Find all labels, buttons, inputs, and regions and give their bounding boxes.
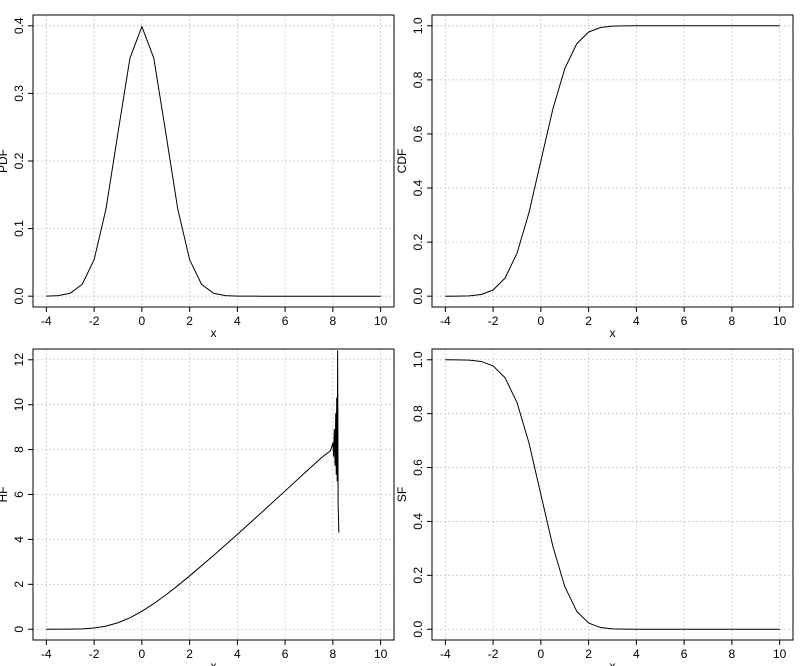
pdf-x-axis: -4 -2 0 2 4 6 8 10 — [41, 307, 388, 328]
hf-y-tick-label: 2 — [12, 581, 26, 588]
sf-y-tick-label: 0.8 — [411, 405, 425, 422]
pdf-y-tick-label: 0.2 — [12, 152, 26, 169]
hf-y-tick-label: 12 — [12, 353, 26, 367]
hf-x-tick-label: -2 — [89, 647, 100, 661]
hf-x-axis-title: x — [211, 659, 217, 666]
cdf-y-tick-label: 0.6 — [411, 125, 425, 142]
hf-y-tick-label: 0 — [12, 626, 26, 633]
cdf-x-tick-label: 0 — [538, 314, 545, 328]
pdf-curve — [46, 26, 381, 297]
sf-x-axis: -4 -2 0 2 4 6 8 10 — [440, 640, 787, 661]
pdf-y-tick-label: 0.4 — [12, 17, 26, 34]
cdf-y-axis: 0.0 0.2 0.4 0.6 0.8 1.0 — [411, 17, 432, 305]
hf-x-tick-label: 2 — [186, 647, 193, 661]
cdf-x-tick-label: 2 — [585, 314, 592, 328]
cdf-x-tick-label: 8 — [729, 314, 736, 328]
sf-x-tick-label: 0 — [538, 647, 545, 661]
cdf-x-tick-label: -4 — [440, 314, 451, 328]
sf-y-tick-label: 1.0 — [411, 351, 425, 368]
cdf-x-axis: -4 -2 0 2 4 6 8 10 — [440, 307, 787, 328]
hf-x-tick-label: 0 — [139, 647, 146, 661]
hf-curve — [46, 350, 340, 630]
hf-y-axis: 0 2 4 6 8 10 12 — [12, 353, 33, 633]
sf-plot-frame — [431, 348, 794, 641]
cdf-plot-frame — [431, 14, 794, 308]
hf-panel: -4 -2 0 2 4 6 8 10 0 2 4 6 8 10 12 x HF — [0, 348, 395, 666]
pdf-y-axis-title: PDF — [0, 149, 10, 173]
cdf-y-tick-label: 1.0 — [411, 17, 425, 34]
sf-y-axis: 0.0 0.2 0.4 0.6 0.8 1.0 — [411, 351, 432, 638]
cdf-grid — [432, 15, 793, 307]
hf-x-tick-label: 8 — [330, 647, 337, 661]
sf-y-tick-label: 0.2 — [411, 567, 425, 584]
sf-x-tick-label: -2 — [488, 647, 499, 661]
sf-x-tick-label: 8 — [729, 647, 736, 661]
pdf-x-tick-label: 8 — [330, 314, 337, 328]
sf-grid — [432, 349, 793, 640]
hf-x-axis: -4 -2 0 2 4 6 8 10 — [41, 640, 388, 661]
sf-y-tick-label: 0.4 — [411, 513, 425, 530]
pdf-x-tick-label: 4 — [234, 314, 241, 328]
sf-x-tick-label: -4 — [440, 647, 451, 661]
hf-y-tick-label: 4 — [12, 536, 26, 543]
hf-y-tick-label: 10 — [12, 398, 26, 412]
hf-y-tick-label: 8 — [12, 446, 26, 453]
sf-curve — [445, 359, 780, 630]
pdf-x-tick-label: -4 — [41, 314, 52, 328]
cdf-y-tick-label: 0.2 — [411, 233, 425, 250]
pdf-panel: -4 -2 0 2 4 6 8 10 0.0 0.1 0.2 0.3 0.4 x PDF — [0, 14, 395, 340]
hf-x-tick-label: -4 — [41, 647, 52, 661]
cdf-panel: -4 -2 0 2 4 6 8 10 0.0 0.2 0.4 0.6 0.8 1.0 x CDF — [395, 14, 794, 340]
pdf-x-axis-title: x — [211, 326, 217, 340]
cdf-x-tick-label: 10 — [773, 314, 787, 328]
sf-y-tick-label: 0.0 — [411, 621, 425, 638]
cdf-x-axis-title: x — [610, 326, 616, 340]
cdf-y-tick-label: 0.8 — [411, 71, 425, 88]
cdf-y-tick-label: 0.4 — [411, 179, 425, 196]
hf-y-tick-label: 6 — [12, 491, 26, 498]
pdf-x-tick-label: 10 — [374, 314, 388, 328]
pdf-y-axis: 0.0 0.1 0.2 0.3 0.4 — [12, 17, 33, 305]
hf-y-axis-title: HF — [0, 487, 10, 503]
pdf-y-tick-label: 0.3 — [12, 85, 26, 102]
hf-x-tick-label: 10 — [374, 647, 388, 661]
sf-y-axis-title: SF — [395, 487, 409, 502]
cdf-x-tick-label: -2 — [488, 314, 499, 328]
pdf-x-tick-label: -2 — [89, 314, 100, 328]
cdf-curve — [445, 25, 780, 297]
pdf-x-tick-label: 6 — [282, 314, 289, 328]
cdf-y-axis-title: CDF — [395, 149, 409, 174]
pdf-y-tick-label: 0.1 — [12, 220, 26, 237]
sf-x-tick-label: 4 — [633, 647, 640, 661]
pdf-y-tick-label: 0.0 — [12, 288, 26, 305]
sf-x-tick-label: 10 — [773, 647, 787, 661]
cdf-x-tick-label: 6 — [681, 314, 688, 328]
pdf-grid — [33, 15, 394, 307]
cdf-x-tick-label: 4 — [633, 314, 640, 328]
pdf-x-tick-label: 0 — [139, 314, 146, 328]
sf-x-axis-title: x — [610, 659, 616, 666]
hf-x-tick-label: 4 — [234, 647, 241, 661]
cdf-y-tick-label: 0.0 — [411, 288, 425, 305]
sf-panel: -4 -2 0 2 4 6 8 10 0.0 0.2 0.4 0.6 0.8 1.0 x SF — [395, 348, 794, 666]
pdf-x-tick-label: 2 — [186, 314, 193, 328]
hf-x-tick-label: 6 — [282, 647, 289, 661]
sf-x-tick-label: 6 — [681, 647, 688, 661]
sf-x-tick-label: 2 — [585, 647, 592, 661]
hf-grid — [33, 349, 394, 640]
sf-y-tick-label: 0.6 — [411, 459, 425, 476]
